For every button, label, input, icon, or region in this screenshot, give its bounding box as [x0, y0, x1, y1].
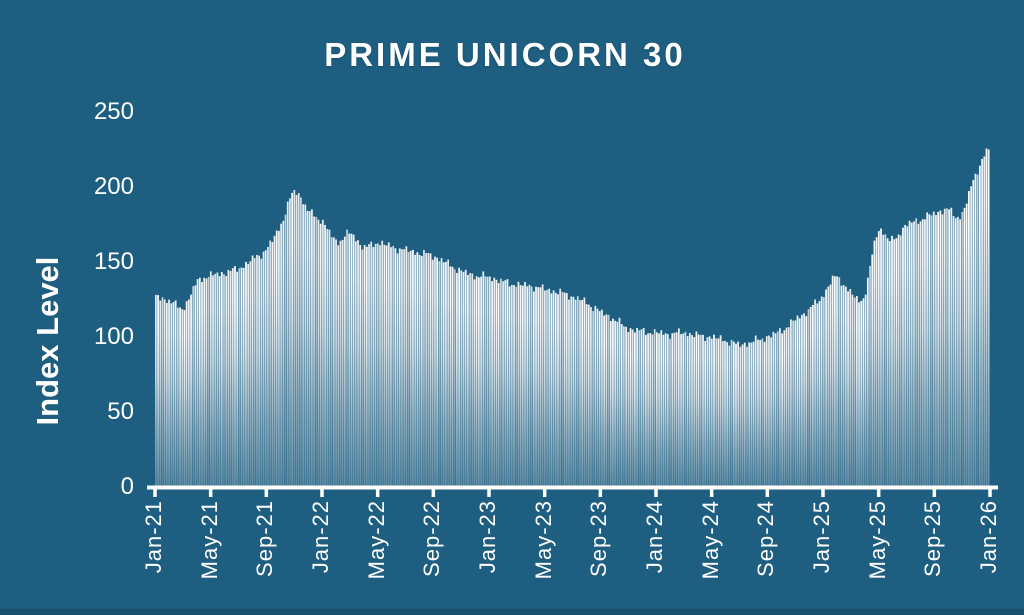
chart-title: PRIME UNICORN 30 — [324, 36, 686, 73]
x-tick-label: Jan-25 — [809, 500, 834, 574]
y-tick-label: 150 — [93, 248, 134, 275]
y-tick-label: 0 — [120, 473, 134, 500]
x-tick-label: May-21 — [196, 500, 222, 580]
x-tick-label: Jan-23 — [475, 500, 500, 574]
x-tick-label: Sep-23 — [586, 500, 612, 577]
x-tick-label: Sep-21 — [252, 500, 278, 577]
x-tick-label: May-25 — [864, 500, 890, 580]
area-series-bars — [155, 148, 990, 488]
x-tick-label: Jan-21 — [141, 500, 166, 574]
x-tick-label: Jan-26 — [976, 500, 1001, 574]
bottom-edge-shading — [0, 609, 1024, 615]
x-tick-label: Jan-22 — [308, 500, 333, 574]
x-tick-label: May-23 — [530, 500, 556, 580]
y-tick-label: 50 — [107, 398, 134, 425]
x-tick-label: May-22 — [363, 500, 389, 580]
x-tick-label: Sep-24 — [753, 500, 779, 577]
y-tick-label: 200 — [93, 173, 134, 200]
x-tick-label: Sep-25 — [920, 500, 946, 577]
x-tick-label: Jan-24 — [642, 500, 667, 574]
y-tick-label: 250 — [93, 98, 134, 125]
x-tick-label: May-24 — [697, 500, 723, 580]
x-axis — [147, 485, 998, 497]
x-tick-label: Sep-22 — [419, 500, 445, 577]
y-tick-label: 100 — [93, 323, 134, 350]
